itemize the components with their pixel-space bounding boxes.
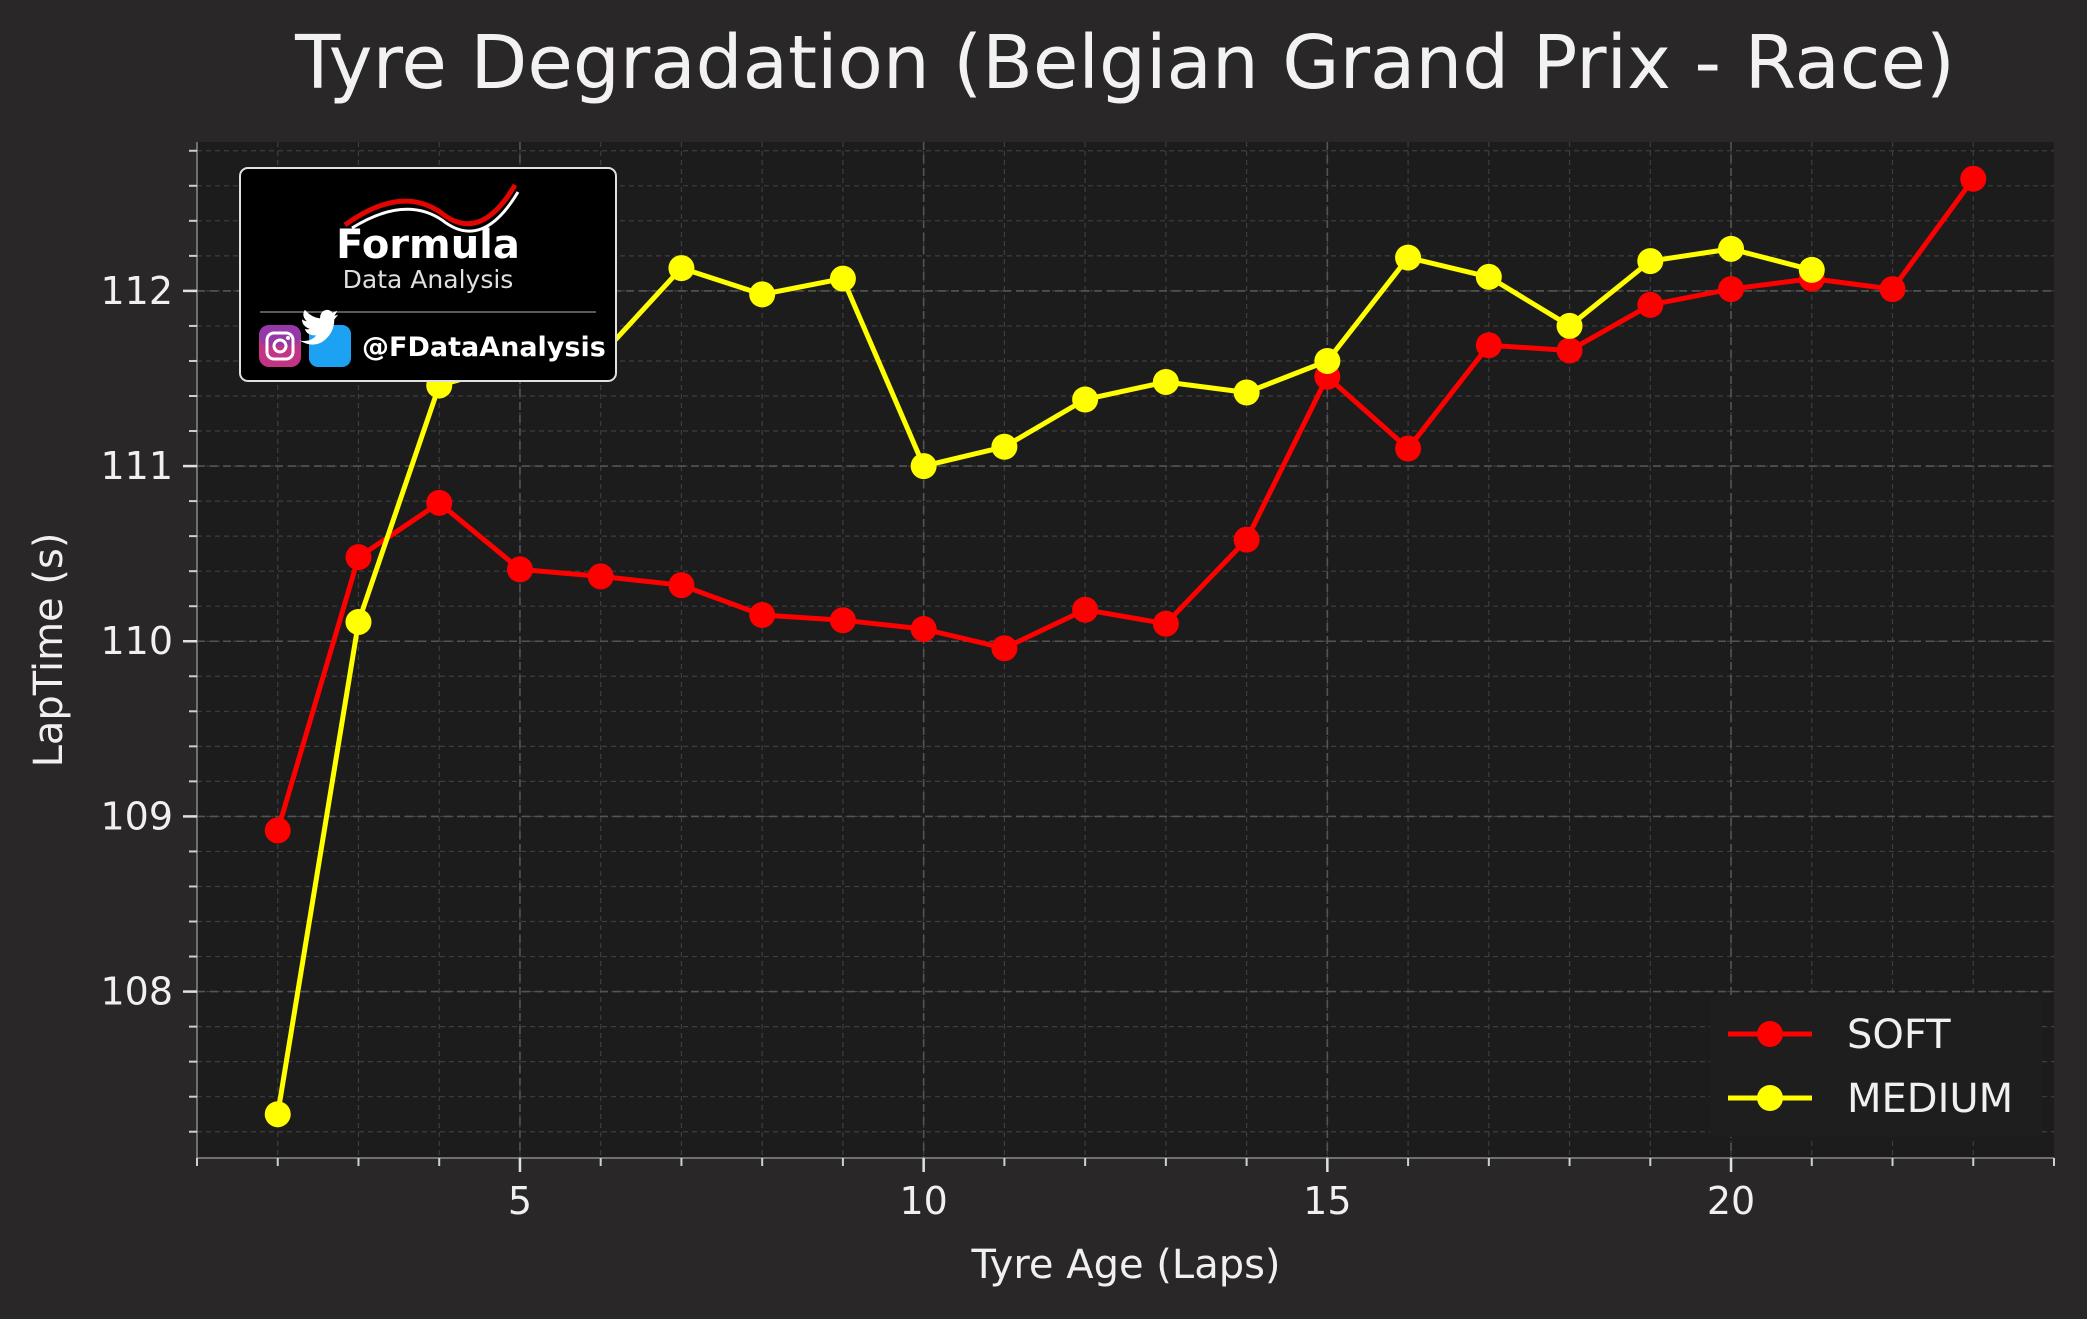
data-point-soft [345, 544, 372, 571]
data-point-soft [587, 563, 614, 590]
legend-medium-label: MEDIUM [1847, 1076, 2013, 1122]
series-points [264, 165, 1987, 1128]
data-point-soft [1233, 526, 1260, 553]
legend-box [1710, 995, 2042, 1137]
data-point-soft [1475, 332, 1502, 359]
data-point-soft [910, 615, 937, 642]
data-point-medium [1637, 248, 1664, 275]
data-point-medium [1314, 347, 1341, 374]
x-axis-ticks: 5 10 15 20 [196, 1158, 2055, 1223]
data-point-soft [1718, 276, 1745, 303]
data-point-soft [1960, 165, 1987, 192]
data-point-soft [668, 572, 695, 599]
y-axis-label: LapTime (s) [26, 533, 72, 768]
watermark-handle: @FDataAnalysis [362, 332, 606, 363]
data-point-soft [1879, 276, 1906, 303]
data-point-medium [1152, 368, 1179, 395]
axes [196, 142, 2054, 1159]
legend-medium-marker [1757, 1085, 1783, 1111]
data-point-medium [264, 1101, 291, 1128]
data-point-soft [506, 556, 533, 583]
data-point-medium [829, 265, 856, 292]
data-point-soft [1152, 610, 1179, 637]
data-point-soft [1637, 291, 1664, 318]
y-tick-label: 111 [100, 444, 173, 488]
y-tick-label: 112 [100, 269, 173, 313]
data-point-soft [991, 635, 1018, 662]
data-point-medium [991, 433, 1018, 460]
data-point-medium [1718, 235, 1745, 262]
watermark-brand: Formula [336, 222, 520, 268]
x-tick-label: 20 [1707, 1179, 1755, 1223]
legend: SOFT MEDIUM [1710, 995, 2042, 1137]
watermark-logo: Formula Data Analysis @FDataAnalysis [239, 167, 617, 382]
data-point-soft [749, 601, 776, 628]
y-tick-label: 110 [100, 619, 173, 663]
data-point-medium [1072, 386, 1099, 413]
data-point-soft [264, 817, 291, 844]
data-point-soft [1556, 337, 1583, 364]
data-point-medium [1798, 256, 1825, 283]
data-point-medium [345, 608, 372, 635]
data-point-soft [1395, 435, 1422, 462]
data-point-soft [1072, 596, 1099, 623]
x-tick-label: 10 [899, 1179, 947, 1223]
watermark-swoosh-red [343, 183, 518, 228]
data-point-soft [829, 607, 856, 634]
series-line-soft [275, 177, 1976, 832]
watermark-subtitle: Data Analysis [343, 265, 514, 294]
data-point-medium [910, 453, 937, 480]
legend-soft-label: SOFT [1847, 1012, 1951, 1058]
x-tick-label: 15 [1303, 1179, 1351, 1223]
watermark-swoosh-white [351, 191, 520, 233]
data-point-medium [1475, 263, 1502, 290]
x-tick-label: 5 [508, 1179, 532, 1223]
data-point-medium [1556, 312, 1583, 339]
instagram-icon [259, 325, 301, 367]
twitter-icon [299, 309, 351, 367]
legend-soft-marker [1757, 1021, 1783, 1047]
y-tick-label: 108 [100, 970, 173, 1014]
y-tick-label: 109 [100, 794, 173, 838]
y-axis-ticks: 108 109 110 111 112 [100, 149, 197, 1133]
data-point-soft [426, 489, 453, 516]
data-point-medium [1395, 244, 1422, 271]
x-axis-label: Tyre Age (Laps) [970, 1242, 1280, 1288]
chart-title: Tyre Degradation (Belgian Grand Prix - R… [294, 20, 1955, 106]
data-point-medium [1233, 379, 1260, 406]
data-point-medium [749, 281, 776, 308]
data-point-medium [668, 255, 695, 282]
